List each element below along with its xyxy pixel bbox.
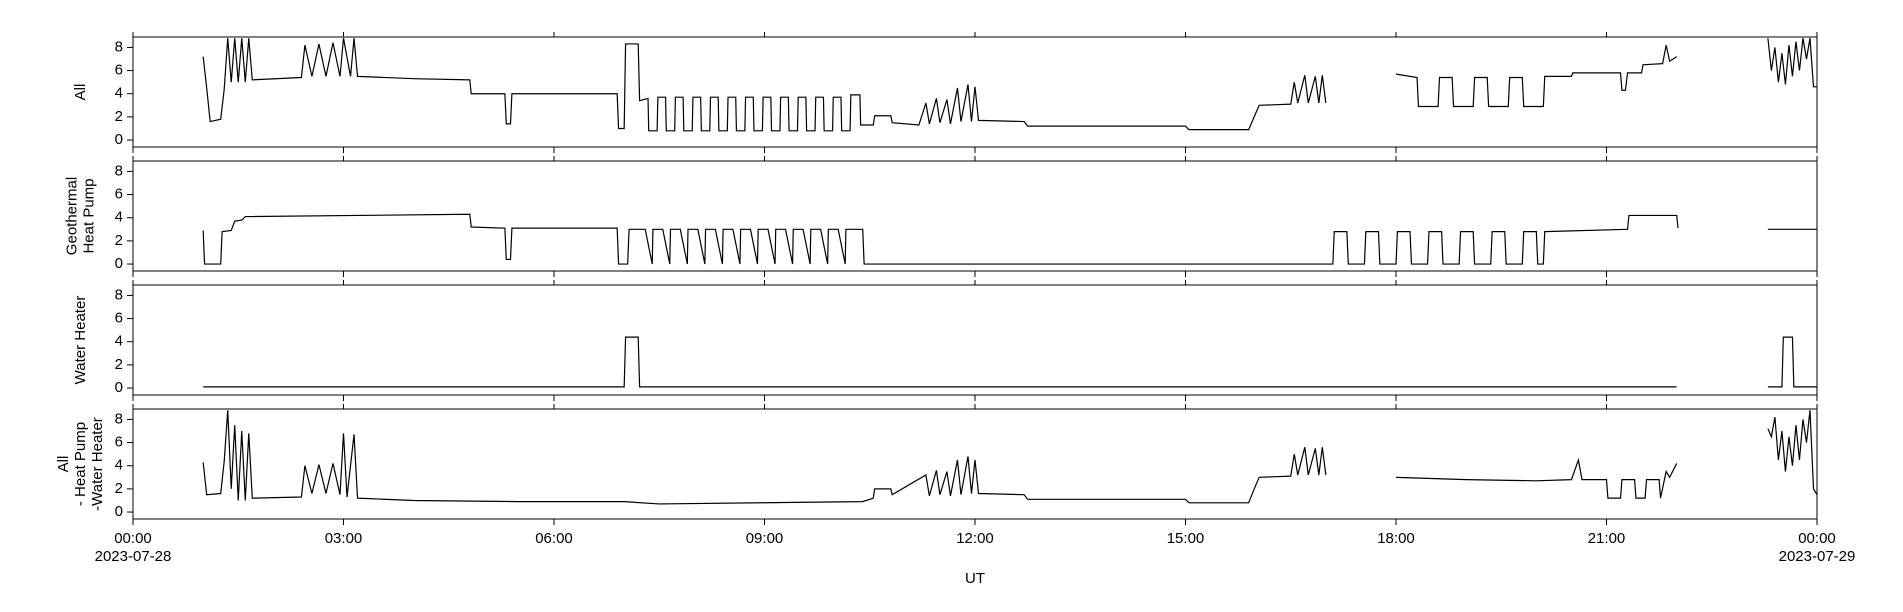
data-line	[202, 410, 1817, 505]
x-date-label: 2023-07-29	[1779, 548, 1856, 565]
y-tick-label: 0	[115, 379, 123, 396]
x-tick-label: 15:00	[1167, 530, 1205, 547]
y-tick-label: 6	[115, 310, 123, 327]
data-line	[202, 38, 1817, 132]
y-tick-label: 4	[115, 333, 123, 350]
y-axis-label: All	[55, 456, 72, 473]
x-tick-label: 06:00	[535, 530, 573, 547]
y-tick-label: 0	[115, 255, 123, 272]
y-tick-label: 2	[115, 108, 123, 125]
y-tick-label: 4	[115, 457, 123, 474]
y-axis-label: Heat Pump	[80, 178, 97, 253]
y-tick-label: 8	[115, 410, 123, 427]
y-tick-label: 2	[115, 356, 123, 373]
x-tick-label: 21:00	[1588, 530, 1626, 547]
y-tick-label: 6	[115, 434, 123, 451]
x-tick-label: 03:00	[325, 530, 363, 547]
x-axis-label: UT	[965, 570, 985, 587]
y-tick-label: 0	[115, 131, 123, 148]
y-tick-label: 6	[115, 62, 123, 79]
y-axis-label: Geothermal	[63, 177, 80, 255]
y-tick-label: 2	[115, 232, 123, 249]
y-axis-label: - Heat Pump	[72, 422, 89, 506]
y-tick-label: 4	[115, 85, 123, 102]
x-tick-label: 00:00	[1798, 530, 1836, 547]
data-line	[202, 213, 1817, 265]
y-tick-label: 6	[115, 186, 123, 203]
x-tick-label: 12:00	[956, 530, 994, 547]
data-line	[203, 336, 1817, 388]
y-tick-label: 8	[115, 286, 123, 303]
y-tick-label: 8	[115, 162, 123, 179]
x-tick-label: 00:00	[114, 530, 152, 547]
y-tick-label: 4	[115, 209, 123, 226]
y-axis-label: -Water Heater	[89, 417, 106, 511]
y-tick-label: 8	[115, 38, 123, 55]
y-axis-label: All	[72, 84, 89, 101]
x-date-label: 2023-07-28	[95, 548, 172, 565]
y-tick-label: 0	[115, 503, 123, 520]
panel-frame	[132, 284, 1818, 396]
y-axis-label: Water Heater	[72, 296, 89, 385]
y-tick-label: 2	[115, 480, 123, 497]
panel-frame	[132, 160, 1818, 272]
x-tick-label: 18:00	[1377, 530, 1415, 547]
x-tick-label: 09:00	[746, 530, 784, 547]
